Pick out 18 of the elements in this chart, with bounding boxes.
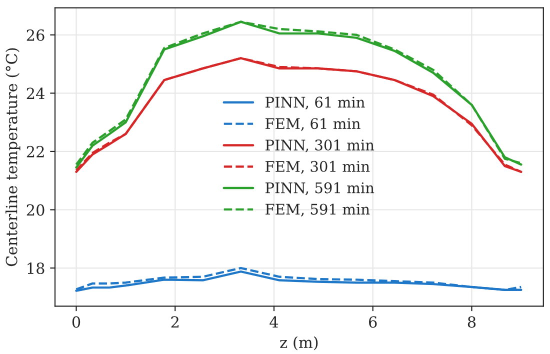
legend-label: PINN, 591 min xyxy=(266,182,374,196)
y-axis-title: Centerline temperature (°C) xyxy=(5,48,20,266)
y-tick-label: 22 xyxy=(26,146,44,158)
x-tick-label: 2 xyxy=(171,316,178,328)
x-tick-label: 4 xyxy=(270,316,278,328)
legend-label: FEM, 301 min xyxy=(266,160,370,174)
legend-label: FEM, 591 min xyxy=(266,204,370,217)
y-tick-label: 20 xyxy=(26,204,44,216)
x-tick-label: 6 xyxy=(369,316,377,328)
legend-label: FEM, 61 min xyxy=(266,118,360,131)
x-tick-label: 0 xyxy=(72,316,80,328)
x-axis-title: z (m) xyxy=(280,336,318,350)
legend-label: PINN, 61 min xyxy=(266,96,365,110)
legend-label: PINN, 301 min xyxy=(266,139,374,152)
y-tick-label: 26 xyxy=(26,29,44,41)
y-tick-label: 24 xyxy=(26,88,45,99)
x-tick-label: 8 xyxy=(468,316,476,328)
y-tick-label: 18 xyxy=(28,262,44,274)
